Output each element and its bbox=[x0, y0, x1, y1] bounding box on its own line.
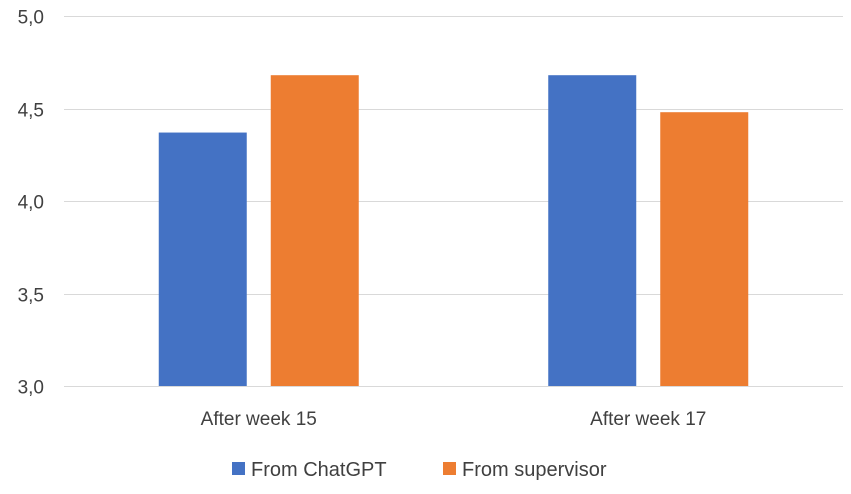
legend: From ChatGPT From supervisor bbox=[232, 459, 607, 481]
legend-swatch bbox=[443, 462, 456, 475]
y-axis-ticks: 3,0 3,5 4,0 4,5 5,0 bbox=[18, 8, 44, 399]
legend-label: From ChatGPT bbox=[251, 459, 387, 481]
x-category-label: After week 15 bbox=[201, 409, 317, 430]
bars bbox=[158, 75, 749, 386]
x-axis-labels: After week 15 After week 17 bbox=[201, 409, 707, 430]
bar-from-chatgpt-1 bbox=[158, 132, 247, 386]
x-category-label: After week 17 bbox=[590, 409, 706, 430]
bar-from-supervisor-1 bbox=[270, 75, 359, 386]
y-tick-label: 3,0 bbox=[18, 378, 44, 399]
legend-label: From supervisor bbox=[462, 459, 607, 481]
y-tick-label: 5,0 bbox=[18, 8, 44, 29]
y-tick-label: 4,0 bbox=[18, 193, 44, 214]
y-tick-label: 4,5 bbox=[18, 101, 44, 122]
y-tick-label: 3,5 bbox=[18, 286, 44, 307]
bar-from-supervisor-2 bbox=[660, 112, 749, 386]
legend-swatch bbox=[232, 462, 245, 475]
bar-from-chatgpt-2 bbox=[548, 75, 637, 386]
